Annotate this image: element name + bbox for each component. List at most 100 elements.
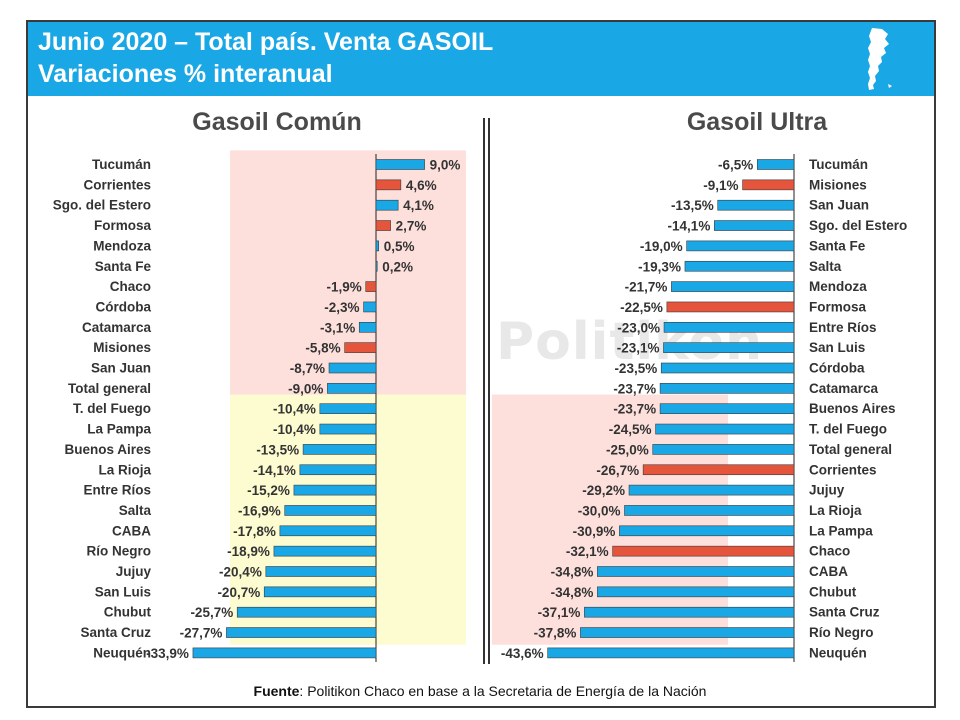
comun-bar-neuquen [192, 647, 377, 659]
comun-data-label: -9,0% [288, 381, 323, 396]
ultra-category-label: La Pampa [809, 523, 873, 538]
comun-category-label: Córdoba [96, 299, 152, 314]
title-line-1: Junio 2020 – Total país. Venta GASOIL [38, 28, 494, 56]
comun-bar-la-pampa [319, 423, 377, 435]
ultra-category-label: Total general [809, 442, 892, 457]
ultra-bar-salta [684, 260, 795, 272]
comun-data-label: -25,7% [190, 605, 233, 620]
comun-data-label: -10,4% [273, 422, 316, 437]
comun-data-label: -15,2% [247, 483, 290, 498]
ultra-bar-total-general [652, 444, 795, 455]
ultra-bar-jujuy [628, 484, 795, 496]
ultra-data-label: -23,7% [613, 402, 656, 417]
ultra-data-label: -32,1% [566, 544, 609, 559]
comun-category-label: Chubut [104, 605, 152, 620]
ultra-bar-corrientes [642, 464, 795, 476]
ultra-data-label: -24,5% [609, 422, 652, 437]
comun-data-label: -33,9% [146, 646, 189, 661]
ultra-category-label: Santa Fe [809, 238, 866, 253]
comun-category-label: Río Negro [86, 544, 151, 559]
ultra-bar-caba [597, 566, 795, 577]
ultra-data-label: -43,6% [501, 646, 544, 661]
comun-data-label: 4,6% [406, 178, 437, 193]
ultra-data-label: -29,2% [582, 483, 625, 498]
comun-category-label: Buenos Aires [64, 442, 151, 457]
comun-category-label: San Juan [91, 361, 151, 376]
ultra-category-label: Chubut [809, 584, 857, 599]
ultra-data-label: -26,7% [596, 463, 639, 478]
ultra-category-label: CABA [809, 564, 848, 579]
band-ultra-red [492, 394, 728, 645]
comun-data-label: 4,1% [403, 198, 434, 213]
ultra-bar-sgo-del-estero [714, 220, 795, 231]
comun-bar-san-luis [263, 586, 377, 598]
ultra-data-label: -23,1% [617, 341, 660, 356]
ultra-bar-chubut [597, 586, 795, 598]
comun-bar-mendoza [375, 240, 380, 252]
comun-category-label: La Pampa [87, 422, 151, 437]
comun-bar-san-juan [328, 362, 377, 374]
ultra-data-label: -25,0% [606, 442, 649, 457]
comun-data-label: -8,7% [290, 361, 325, 376]
comun-category-label: Jujuy [116, 564, 152, 579]
right-panel-title: Gasoil Ultra [686, 108, 828, 136]
comun-bar-misiones [344, 342, 377, 353]
ultra-category-label: Misiones [809, 177, 867, 192]
ultra-bar-santa-fe [686, 240, 795, 252]
ultra-bar-t-del-fuego [655, 423, 795, 435]
comun-category-label: Santa Fe [95, 259, 152, 274]
comun-data-label: -20,7% [217, 585, 260, 600]
comun-data-label: 0,2% [382, 259, 413, 274]
comun-category-label: Entre Ríos [83, 483, 151, 498]
ultra-category-label: Catamarca [809, 381, 879, 396]
ultra-bar-san-juan [717, 199, 795, 211]
comun-category-label: Misiones [93, 340, 151, 355]
comun-data-label: -27,7% [180, 626, 223, 641]
comun-category-label: CABA [112, 523, 151, 538]
comun-data-label: -2,3% [324, 300, 359, 315]
comun-data-label: -20,4% [219, 565, 262, 580]
ultra-category-label: Santa Cruz [809, 605, 880, 620]
comun-bar-sgo-del-estero [375, 199, 399, 211]
comun-category-label: La Rioja [98, 462, 151, 477]
comun-bar-t-del-fuego [319, 403, 377, 415]
ultra-category-label: Buenos Aires [809, 401, 896, 416]
comun-category-label: San Luis [95, 584, 151, 599]
ultra-data-label: -6,5% [718, 158, 753, 173]
ultra-category-label: San Juan [809, 198, 869, 213]
source-text: : Politikon Chaco en base a la Secretari… [299, 683, 707, 699]
comun-bar-la-rioja [299, 464, 377, 476]
ultra-category-label: Córdoba [809, 361, 865, 376]
ultra-data-label: -30,0% [578, 503, 621, 518]
comun-category-label: Mendoza [93, 238, 151, 253]
ultra-data-label: -34,8% [551, 565, 594, 580]
comun-bar-santa-fe [375, 260, 378, 272]
ultra-bar-entre-rios [663, 321, 795, 333]
comun-data-label: -10,4% [273, 402, 316, 417]
ultra-data-label: -23,7% [613, 381, 656, 396]
ultra-bar-chaco [612, 545, 795, 557]
comun-category-label: Tucumán [92, 157, 151, 172]
comun-category-label: Corrientes [83, 177, 151, 192]
source-label: Fuente [253, 683, 300, 699]
ultra-category-label: Jujuy [809, 483, 845, 498]
ultra-category-label: Entre Ríos [809, 320, 877, 335]
ultra-category-label: Mendoza [809, 279, 867, 294]
comun-bar-chubut [236, 606, 377, 618]
ultra-data-label: -21,7% [625, 280, 668, 295]
title-line-2: Variaciones % interanual [38, 60, 333, 88]
ultra-bar-la-pampa [619, 525, 795, 537]
ultra-data-label: -37,8% [534, 626, 577, 641]
ultra-bar-cordoba [660, 362, 795, 374]
comun-category-label: Neuquén [93, 645, 151, 660]
comun-data-label: 9,0% [430, 158, 461, 173]
gasoil-ultra-chart: Tucumán -6,5% Misiones -9,1% San Juan -13,5% S… [501, 154, 907, 662]
comun-category-label: Chaco [110, 279, 151, 294]
source-note: Fuente: Politikon Chaco en base a la Sec… [0, 683, 960, 699]
comun-category-label: Salta [119, 503, 152, 518]
comun-bar-corrientes [375, 179, 402, 191]
comun-category-label: Catamarca [82, 320, 152, 335]
comun-data-label: -17,8% [233, 524, 276, 539]
ultra-bar-rio-negro [580, 627, 795, 638]
ultra-bar-neuquen [547, 647, 795, 659]
